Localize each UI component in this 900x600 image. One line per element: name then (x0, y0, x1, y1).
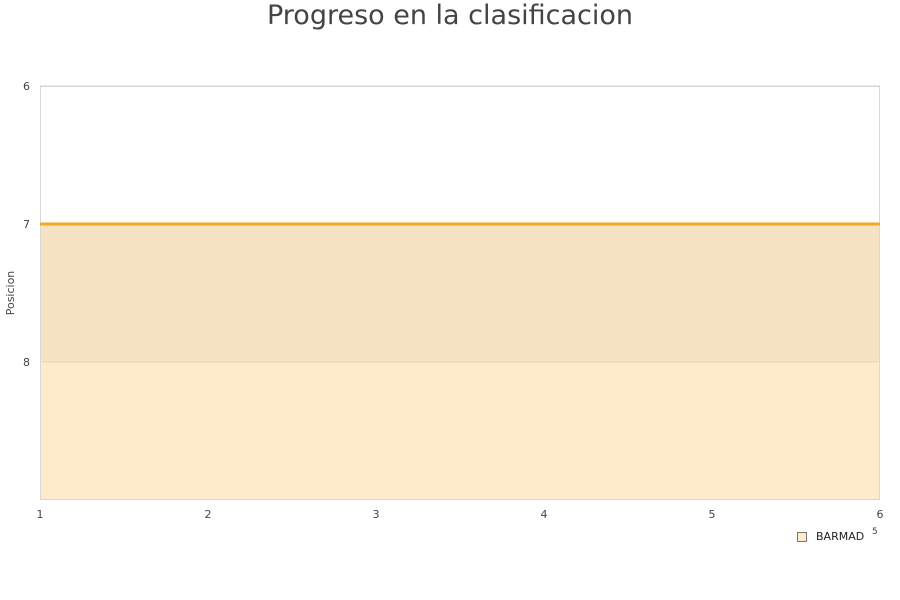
x-tick-label: 5 (709, 508, 716, 521)
x-tick-label: 1 (37, 508, 44, 521)
y-tick-label: 8 (23, 356, 30, 369)
legend-label-barmad: BARMAD (816, 530, 865, 543)
legend-swatch-barmad (797, 531, 807, 542)
y-axis-label: Posicion (4, 271, 17, 316)
x-tick-label: 2 (205, 508, 212, 521)
stray-label: 5 (872, 527, 878, 537)
x-tick-label: 4 (541, 508, 548, 521)
x-tick-label: 6 (877, 508, 884, 521)
y-tick-label: 7 (23, 218, 30, 231)
band-7-8 (40, 224, 880, 362)
legend[interactable]: BARMAD (797, 530, 864, 543)
chart-title: Progreso en la clasificacion (266, 0, 634, 31)
plot-frame (40, 86, 880, 500)
x-tick-label: 3 (373, 508, 380, 521)
y-tick-label: 6 (23, 80, 30, 93)
